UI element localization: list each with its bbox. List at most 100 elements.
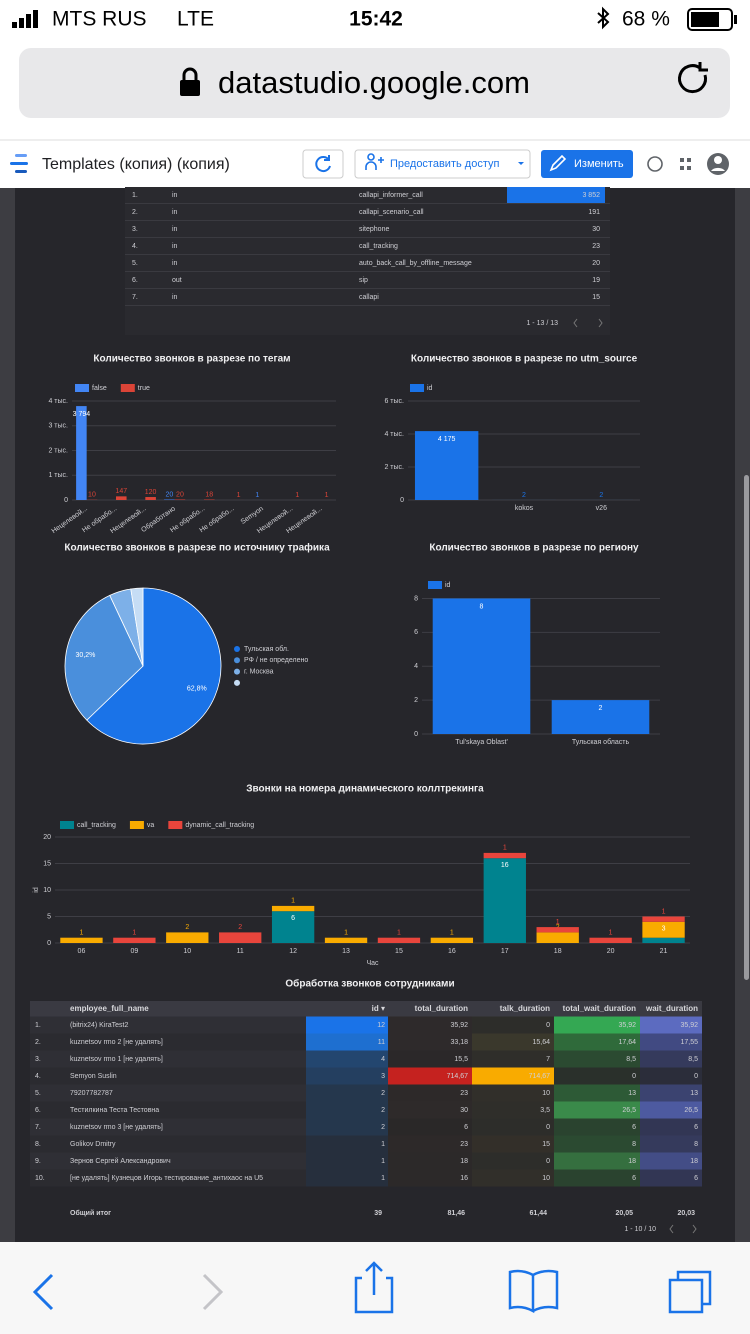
table-cell: 15 [542,1141,550,1148]
table-cell: in [172,260,178,267]
table-cell: 35,92 [680,1022,698,1029]
account-button[interactable] [707,153,729,175]
bar [414,431,479,500]
data-label: 147 [115,488,127,495]
table-cell: auto_back_call_by_offline_message [359,260,472,267]
table-cell: 8 [632,1141,636,1148]
row-index: 5. [35,1090,41,1097]
bar [271,905,315,912]
table-cell: 23 [460,1090,468,1097]
bookmarks-button[interactable] [508,1269,559,1314]
legend-dot [234,657,240,664]
column-header: total_duration [415,1004,468,1013]
table-cell: 5. [132,260,138,267]
help-button[interactable] [647,156,663,172]
table-cell: callapi [359,294,379,301]
table-cell: 18 [460,1158,468,1165]
heat-cell [472,1152,554,1170]
heat-cell [388,1118,472,1136]
data-label: 16 [501,862,509,869]
data-label: 2 [599,492,603,499]
legend-swatch [75,384,89,392]
data-label: 6 [291,915,295,922]
x-tick-label: 09 [130,948,138,955]
data-label: 1 [80,930,84,937]
table-cell: [не удалять] Кузнецов Игорь тестирование… [70,1175,263,1182]
data-label: 1 [291,898,295,905]
heat-cell [306,1118,388,1136]
heat-cell [554,1084,640,1102]
table-cell: 3 852 [582,192,600,199]
x-tick-label: 13 [342,948,350,955]
legend-swatch [168,821,183,829]
carrier: MTS RUS [52,8,147,31]
heat-cell [554,1033,640,1051]
x-tick-label: 10 [183,948,191,955]
pagination: 1 - 13 / 13 [526,320,558,327]
data-label: 3 [662,926,666,933]
pie-slice [130,587,144,667]
heat-cell [640,1118,702,1136]
bar [116,496,127,500]
data-label: 20 [165,491,173,498]
heat-cell [306,1050,388,1068]
x-tick-label: 12 [289,948,297,955]
legend-dot [234,646,240,652]
table-cell: 4 [381,1056,385,1063]
data-label: 1 [325,492,329,499]
data-label: 1 [556,919,560,926]
data-label: 8 [480,603,484,610]
url-bar[interactable] [19,48,730,118]
heat-cell [640,1152,702,1170]
share-button[interactable] [354,149,531,179]
table-cell: 7. [132,294,138,301]
heat-cell [554,1169,640,1187]
heat-cell [472,1033,554,1051]
back-button[interactable] [32,1273,54,1311]
bar [432,598,531,734]
heat-cell [388,1152,472,1170]
bar [551,700,650,734]
data-label: 1 [662,908,666,915]
column-header: total_wait_duration [563,1004,636,1013]
table-cell: 7 [546,1056,550,1063]
reload-button[interactable] [678,62,708,94]
table-cell: 33,18 [450,1039,468,1046]
apps-button[interactable] [680,158,691,170]
battery-icon [687,8,737,31]
heat-cell [388,1016,472,1034]
table-cell: 13 [628,1090,636,1097]
table-cell: 15 [592,294,600,301]
table-cell: 3. [132,226,138,233]
table-cell: 35,92 [618,1022,636,1029]
table-cell: 30 [592,226,600,233]
data-label: 2 [238,924,242,931]
x-tick-label: kokos [515,505,534,512]
table-cell: 13 [690,1090,698,1097]
data-label: 1 [503,845,507,852]
app-logo [10,154,28,173]
column-header: employee_full_name [70,1004,149,1013]
table-cell: 191 [588,209,600,216]
data-label: 2 [185,924,189,931]
legend-swatch [120,384,135,392]
table-cell: (bitrix24) KiraTest2 [70,1022,128,1029]
table-cell: out [172,277,182,284]
share-dropdown[interactable] [518,162,524,165]
refresh-button[interactable] [302,149,344,179]
legend-label: РФ / не определено [244,657,308,664]
bar [377,937,421,943]
row-index: 8. [35,1141,41,1148]
table-cell: 20 [592,260,600,267]
heat-cell [472,1067,554,1085]
heat-cell [640,1169,702,1187]
forward-button[interactable] [202,1273,224,1311]
share-page-button[interactable] [354,1261,394,1314]
table-cell: kuznetsov rmo 1 [не удалять] [70,1056,163,1063]
bar [76,406,87,500]
tabs-button[interactable] [668,1270,712,1314]
chart-title: Количество звонков в разрезе по utm_sour… [411,354,638,365]
heat-cell [472,1101,554,1119]
table-title: Обработка звонков сотрудниками [285,978,454,990]
table-cell: 26,5 [684,1107,698,1114]
